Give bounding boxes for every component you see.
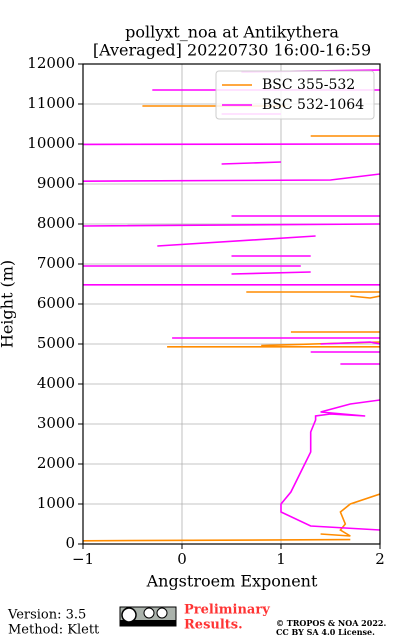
y-tick-label: 7000 xyxy=(37,254,75,272)
y-axis-label: Height (m) xyxy=(0,260,17,348)
y-tick-label: 4000 xyxy=(37,374,75,392)
series-line xyxy=(83,69,380,531)
cc-logo xyxy=(119,606,177,627)
y-tick-label: 10000 xyxy=(27,134,75,152)
license: CC BY SA 4.0 License. xyxy=(276,627,375,637)
plot-frame xyxy=(82,63,381,545)
chart-title: pollyxt_noa at Antikythera xyxy=(125,23,339,42)
x-axis-label: Angstroem Exponent xyxy=(146,572,318,591)
legend-label: BSC 355-532 xyxy=(262,77,355,93)
y-tick-label: 2000 xyxy=(37,454,75,472)
x-tick-label: 2 xyxy=(375,550,385,568)
y-tick-label: 3000 xyxy=(37,414,75,432)
legend-box xyxy=(215,70,375,120)
x-tick-label: 0 xyxy=(177,550,187,568)
y-tick-label: 9000 xyxy=(37,174,75,192)
y-tick-label: 6000 xyxy=(37,294,75,312)
copyright: © TROPOS & NOA 2022. xyxy=(276,618,386,628)
results: Results. xyxy=(184,618,243,633)
version: Version: 3.5 xyxy=(7,608,86,623)
x-tick-label: 1 xyxy=(276,550,286,568)
y-tick-label: 12000 xyxy=(27,54,75,72)
y-tick-label: 5000 xyxy=(37,334,75,352)
series-line xyxy=(83,105,380,542)
preliminary: Preliminary xyxy=(184,603,270,618)
legend-label: BSC 532-1064 xyxy=(262,97,364,113)
method: Method: Klett xyxy=(8,623,100,638)
chart-subtitle: [Averaged] 20220730 16:00-16:59 xyxy=(93,41,371,60)
x-tick-label: −1 xyxy=(72,550,94,568)
y-tick-label: 11000 xyxy=(27,94,75,112)
y-tick-label: 1000 xyxy=(37,494,75,512)
y-tick-label: 8000 xyxy=(37,214,75,232)
y-tick-label: 0 xyxy=(65,534,75,552)
